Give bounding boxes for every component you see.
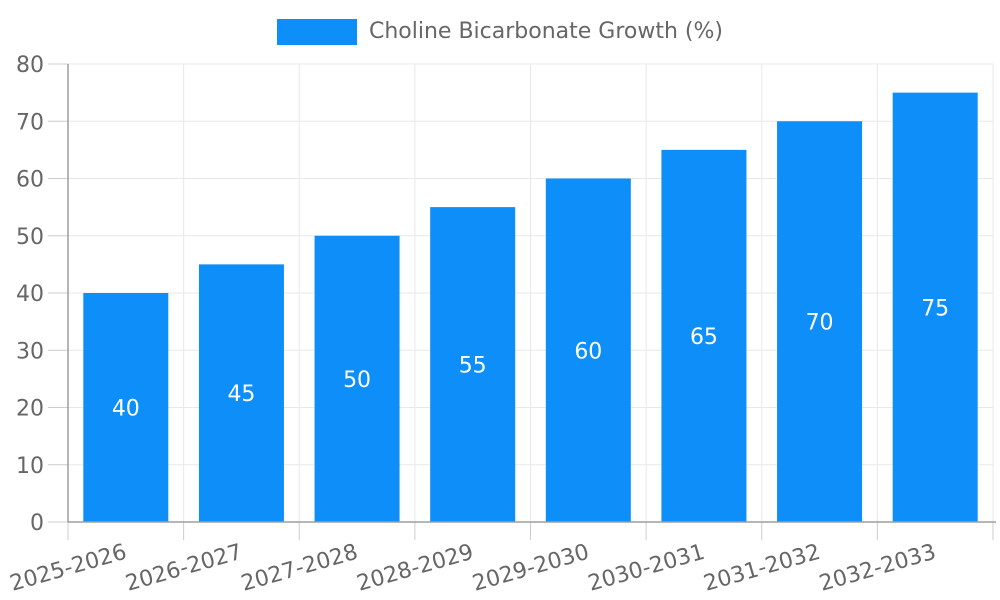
y-axis-label: 0: [30, 511, 44, 536]
bar-value-label: 45: [227, 382, 255, 407]
y-axis-label: 20: [16, 397, 44, 422]
x-axis-label: 2028-2029: [354, 540, 476, 597]
y-axis-label: 10: [16, 454, 44, 479]
chart-legend[interactable]: Choline Bicarbonate Growth (%): [0, 19, 1000, 45]
legend-swatch: [277, 19, 357, 45]
y-axis-label: 50: [16, 225, 44, 250]
bar-value-label: 50: [343, 368, 371, 393]
x-axis-label: 2032-2033: [817, 540, 939, 597]
x-axis-label: 2026-2027: [123, 540, 245, 597]
bar-2028-2029[interactable]: [430, 207, 516, 522]
x-axis-label: 2030-2031: [585, 540, 707, 597]
bar-value-label: 65: [690, 325, 718, 350]
bar-2026-2027[interactable]: [198, 264, 284, 522]
legend-label: Choline Bicarbonate Growth (%): [369, 19, 723, 44]
bar-2032-2033[interactable]: [892, 92, 978, 522]
bar-2029-2030[interactable]: [545, 178, 631, 523]
x-axis-label: 2025-2026: [7, 540, 129, 597]
bar-value-label: 55: [459, 354, 487, 379]
bar-value-label: 60: [574, 339, 602, 364]
x-axis-label: 2031-2032: [701, 540, 823, 597]
bar-value-label: 70: [806, 311, 834, 336]
bar-value-label: 75: [921, 296, 949, 321]
y-axis-label: 70: [16, 110, 44, 135]
bar-2027-2028[interactable]: [314, 235, 400, 522]
bar-2031-2032[interactable]: [777, 121, 863, 522]
x-axis-label: 2027-2028: [239, 540, 361, 597]
y-axis-label: 80: [16, 53, 44, 78]
y-axis-label: 40: [16, 282, 44, 307]
bar-value-label: 40: [112, 397, 140, 422]
bar-2030-2031[interactable]: [661, 149, 747, 522]
y-axis-label: 30: [16, 339, 44, 364]
x-axis-label: 2029-2030: [470, 540, 592, 597]
bar-2025-2026[interactable]: [83, 293, 169, 522]
y-axis-label: 60: [16, 168, 44, 193]
